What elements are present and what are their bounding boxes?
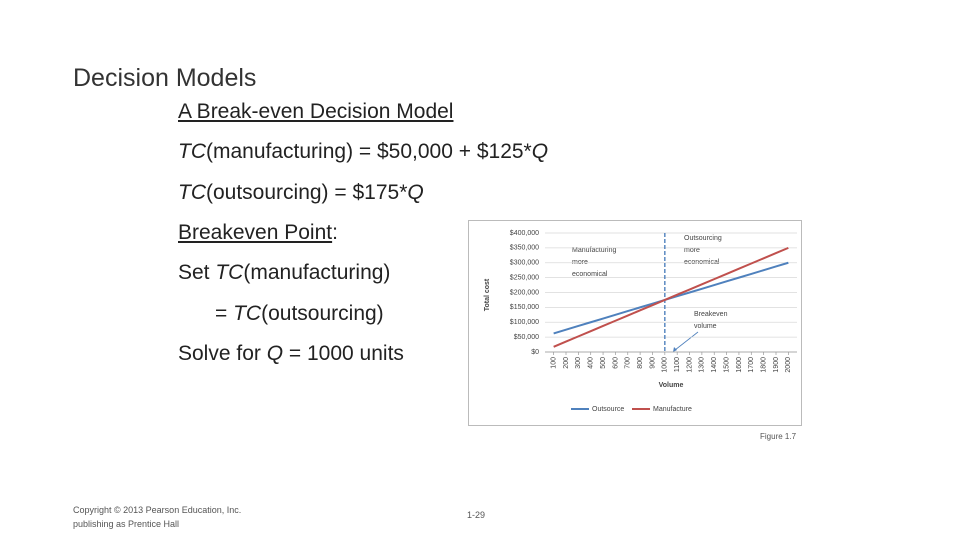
text: Breakeven Point: [178, 221, 333, 244]
text: (outsourcing): [261, 302, 384, 325]
x-tick-label: 1600: [736, 357, 743, 373]
y-tick-label: $350,000: [510, 245, 539, 252]
text: (outsourcing) = $175*: [206, 181, 408, 204]
annotation: more: [572, 259, 588, 266]
annotation: more: [684, 247, 700, 254]
text: TC: [233, 302, 262, 325]
x-tick-label: 1700: [748, 357, 755, 373]
plot: $0 $50,000 $100,000 $150,000 $200,000 $250,00…: [510, 230, 797, 413]
annotation: Breakeven: [694, 311, 728, 318]
text-line: Set TC(manufacturing): [178, 261, 390, 285]
x-tick-label: 1900: [773, 357, 780, 373]
text-line: = TC(outsourcing): [215, 302, 384, 326]
slide-title: Decision Models: [73, 64, 257, 92]
annotation-arrow: [674, 331, 699, 351]
caption: Figure 1.7: [760, 432, 797, 441]
legend-label: Manufacture: [653, 406, 692, 413]
y-tick-label: $0: [531, 349, 539, 356]
text: Q: [407, 181, 424, 204]
text: :: [332, 221, 338, 244]
x-tick-label: 600: [612, 357, 619, 369]
chart: Total cost Volume Manufacturing more eco…: [468, 220, 802, 426]
x-tick-label: 1200: [686, 357, 693, 373]
x-tick-label: 1400: [711, 357, 718, 373]
text: TC: [215, 261, 244, 284]
y-tick-label: $200,000: [510, 289, 539, 296]
x-tick-label: 1500: [723, 357, 730, 373]
x-tick-label: 100: [550, 357, 557, 369]
annotation: Outsourcing: [684, 235, 722, 242]
text: Copyright © 2013 Pearson Education, Inc.: [73, 505, 242, 515]
text: (manufacturing) = $50,000 + $125*: [206, 140, 532, 163]
text-line: Breakeven Point:: [178, 221, 338, 245]
text-line: Solve for Q = 1000 units: [178, 342, 404, 366]
x-tick-label: 1100: [674, 357, 681, 372]
text: publishing as Prentice Hall: [73, 519, 180, 529]
text: = 1000 units: [283, 342, 404, 365]
y-tick-label: $100,000: [510, 319, 539, 326]
x-tick-label: 500: [600, 357, 607, 369]
y-tick-label: $250,000: [510, 274, 539, 281]
copyright: Copyright © 2013 Pearson Education, Inc.…: [73, 503, 241, 531]
text: Solve for: [178, 342, 267, 365]
y-tick-label: $150,000: [510, 304, 539, 311]
text-line: TC(outsourcing) = $175*Q: [178, 181, 424, 205]
text: (manufacturing): [243, 261, 391, 284]
x-tick-label: 900: [649, 357, 656, 369]
x-tick-label: 300: [575, 357, 582, 369]
subtitle: A Break-even Decision Model: [178, 100, 454, 123]
annotation: economical: [684, 259, 720, 266]
y-tick-label: $50,000: [514, 334, 539, 341]
text-line: TC(manufacturing) = $50,000 + $125*Q: [178, 140, 548, 164]
x-tick-label: 200: [563, 357, 570, 369]
annotation: volume: [694, 323, 717, 330]
text: Q: [531, 140, 549, 163]
text: TC: [178, 181, 206, 204]
page-number: 1-29: [467, 510, 486, 520]
y-tick-label: $300,000: [510, 260, 539, 267]
x-axis-title: Volume: [659, 382, 684, 389]
annotation: Manufacturing: [572, 247, 616, 254]
text: =: [215, 302, 234, 325]
text: Set: [178, 261, 216, 284]
y-axis-title: Total cost: [484, 278, 491, 311]
x-tick-label: 1000: [662, 357, 669, 373]
annotation: economical: [572, 271, 608, 278]
text: TC: [178, 140, 206, 163]
x-tick-label: 400: [588, 357, 595, 369]
x-tick-label: 2000: [785, 357, 792, 373]
x-tick-label: 800: [637, 357, 644, 369]
y-tick-label: $400,000: [510, 230, 539, 237]
x-tick-label: 700: [625, 357, 632, 369]
legend-label: Outsource: [592, 406, 624, 413]
arrow-head: [673, 347, 677, 352]
text: Q: [266, 342, 284, 365]
series-line: [553, 246, 789, 348]
chart-frame: [468, 220, 802, 426]
x-tick-label: 1300: [699, 357, 706, 373]
x-tick-label: 1800: [760, 357, 767, 373]
